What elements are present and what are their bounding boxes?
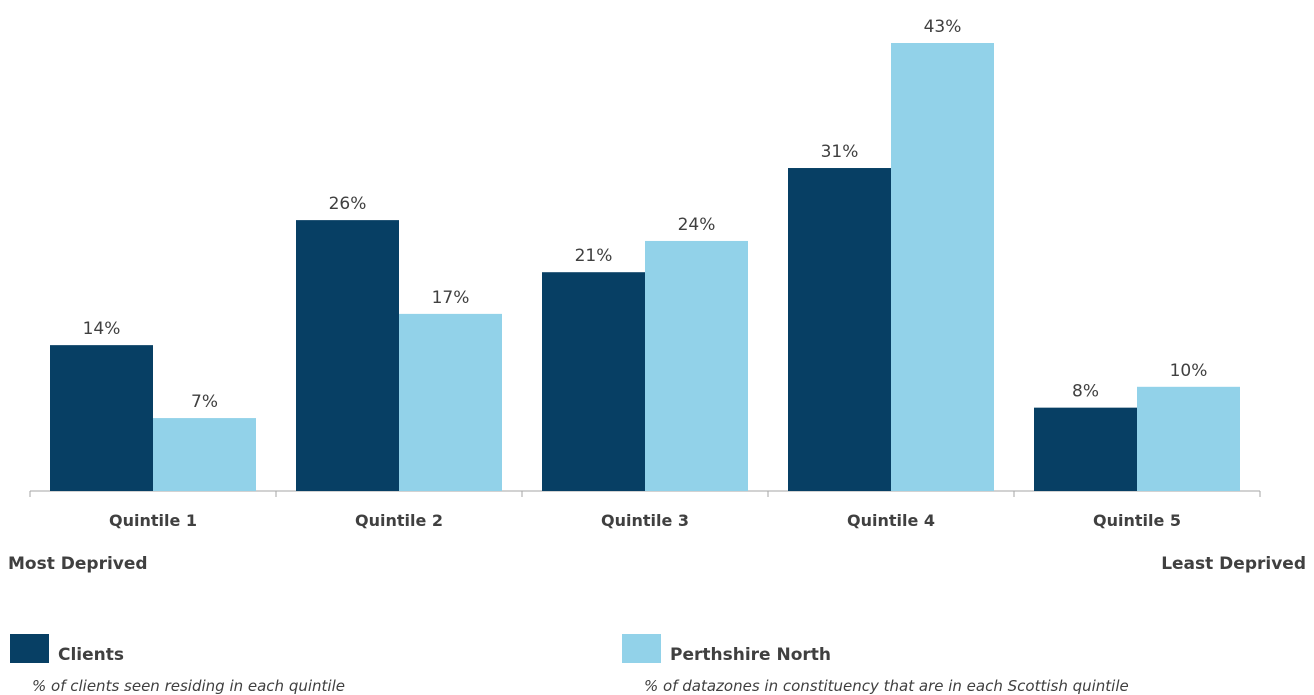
data-label-clients-quintile-2: 26% — [329, 194, 367, 214]
x-tick-label-quintile-4: Quintile 4 — [847, 511, 935, 530]
bar-clients-quintile-3 — [542, 272, 645, 491]
bar-clients-quintile-1 — [50, 345, 153, 491]
bar-perthshire-north-quintile-3 — [645, 241, 748, 491]
data-label-perthshire-north-quintile-3: 24% — [678, 215, 716, 235]
x-tick-label-quintile-3: Quintile 3 — [601, 511, 689, 530]
data-label-clients-quintile-3: 21% — [575, 246, 613, 266]
legend-label-clients: Clients — [58, 645, 124, 665]
x-tick-label-quintile-2: Quintile 2 — [355, 511, 443, 530]
data-label-perthshire-north-quintile-2: 17% — [432, 288, 470, 308]
data-label-clients-quintile-1: 14% — [83, 319, 121, 339]
data-label-clients-quintile-5: 8% — [1072, 382, 1099, 402]
legend-label-perthshire-north: Perthshire North — [670, 645, 831, 665]
bar-perthshire-north-quintile-5 — [1137, 387, 1240, 491]
bar-perthshire-north-quintile-4 — [891, 43, 994, 491]
bar-perthshire-north-quintile-2 — [399, 314, 502, 491]
data-label-perthshire-north-quintile-5: 10% — [1170, 361, 1208, 381]
x-tick-label-quintile-5: Quintile 5 — [1093, 511, 1181, 530]
bar-clients-quintile-5 — [1034, 408, 1137, 491]
data-label-perthshire-north-quintile-4: 43% — [924, 17, 962, 37]
most-deprived-label: Most Deprived — [8, 554, 148, 574]
legend-swatch-clients — [10, 634, 49, 663]
legend-swatch-perthshire-north — [622, 634, 661, 663]
least-deprived-label: Least Deprived — [1161, 554, 1306, 574]
legend-description-clients: % of clients seen residing in each quint… — [32, 677, 345, 695]
bar-clients-quintile-4 — [788, 168, 891, 491]
bar-chart: 14% 7% Quintile 1 26% 17% Quintile 2 21% 24% Qui… — [0, 0, 1314, 560]
data-label-perthshire-north-quintile-1: 7% — [191, 392, 218, 412]
legend-description-perthshire-north: % of datazones in constituency that are … — [644, 677, 1129, 695]
data-label-clients-quintile-4: 31% — [821, 142, 859, 162]
bar-clients-quintile-2 — [296, 220, 399, 491]
bar-perthshire-north-quintile-1 — [153, 418, 256, 491]
x-tick-label-quintile-1: Quintile 1 — [109, 511, 197, 530]
